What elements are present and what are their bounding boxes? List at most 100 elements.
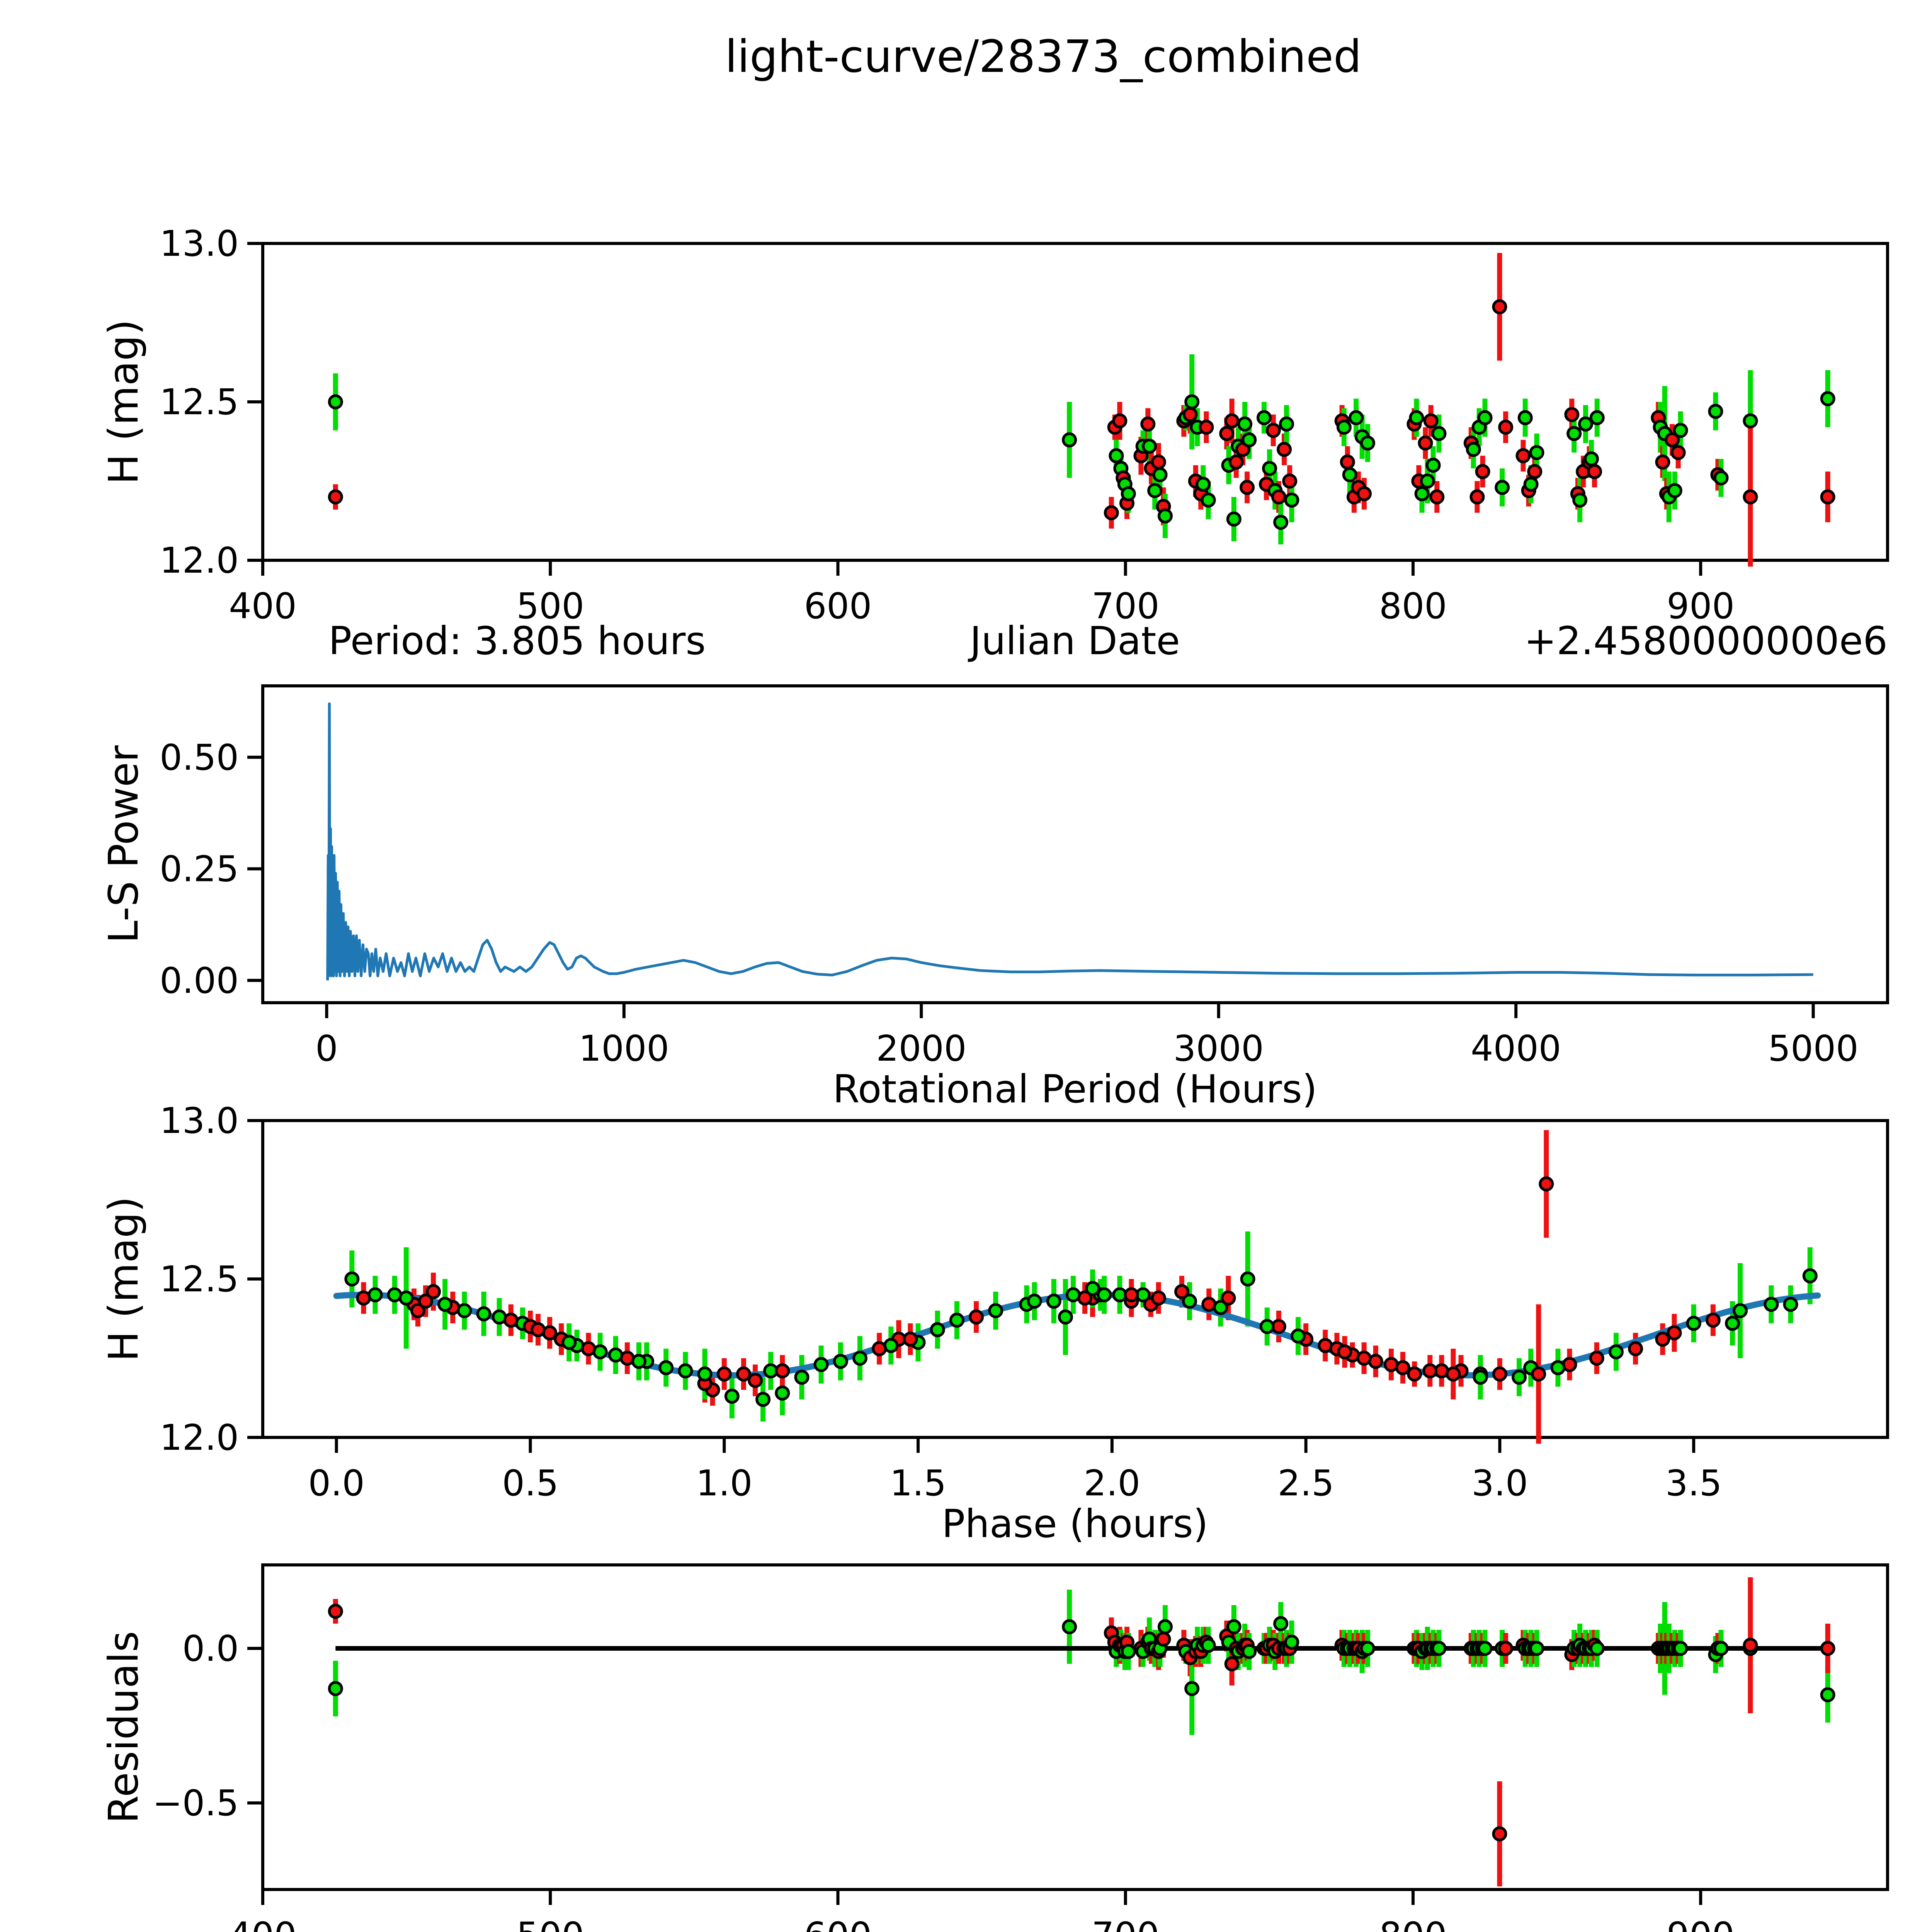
periodogram-y-tick-label: 0.50	[160, 737, 239, 778]
lightcurve-data-point-red	[1429, 489, 1445, 505]
phase-x-tick-label: 0.0	[308, 1463, 365, 1504]
phase-data-point-green	[1783, 1297, 1798, 1312]
lightcurve-data-point-red	[1265, 423, 1281, 438]
lightcurve-data-point-green	[1349, 410, 1364, 425]
residuals-data-point-green	[1360, 1641, 1375, 1656]
phase-data-point-red	[1422, 1363, 1438, 1379]
phase-data-point-red	[775, 1363, 790, 1379]
residuals-data-point-green	[1589, 1641, 1605, 1656]
phase-data-point-green	[678, 1363, 693, 1379]
phase-data-point-green	[1764, 1297, 1779, 1312]
phase-data-point-green	[367, 1287, 383, 1303]
phase-x-tick-label: 3.0	[1471, 1463, 1528, 1504]
residuals-data-point-red	[1492, 1826, 1507, 1842]
lightcurve-data-point-green	[1583, 451, 1599, 467]
lightcurve-data-point-green	[1342, 467, 1357, 483]
phase-data-point-red	[1446, 1366, 1461, 1382]
lightcurve-data-point-green	[1743, 413, 1758, 429]
residuals-data-point-green	[328, 1681, 343, 1696]
residuals-data-point-green	[1673, 1641, 1688, 1656]
lightcurve-data-point-green	[1495, 480, 1510, 495]
lightcurve-y-tick-label: 12.0	[160, 540, 239, 581]
lightcurve-data-point-red	[1743, 489, 1758, 505]
lightcurve-data-point-green	[1109, 448, 1124, 463]
phase-data-point-red	[1221, 1290, 1236, 1306]
phase-data-point-green	[794, 1369, 810, 1385]
lightcurve-data-point-green	[1226, 511, 1242, 527]
phase-x-axis-label: Phase (hours)	[942, 1501, 1208, 1546]
residuals-data-point-red	[328, 1604, 343, 1619]
lightcurve-x-tick-label: 900	[1667, 585, 1735, 627]
phase-data-point-red	[410, 1303, 425, 1318]
phase-data-point-red	[418, 1293, 434, 1309]
lightcurve-data-point-green	[1336, 420, 1352, 435]
lightcurve-data-point-red	[1423, 413, 1439, 429]
periodogram-line	[326, 702, 1813, 981]
phase-data-point-green	[398, 1290, 414, 1306]
phase-data-point-green	[1608, 1344, 1624, 1360]
phase-data-point-green	[457, 1303, 472, 1318]
lightcurve-x-tick-label: 800	[1379, 585, 1447, 627]
lightcurve-data-point-green	[1820, 391, 1835, 406]
residuals-data-point-green	[1273, 1616, 1289, 1631]
lightcurve-data-point-red	[1670, 445, 1686, 460]
lightcurve-data-point-green	[1273, 515, 1289, 530]
phase-data-point-green	[1259, 1319, 1275, 1334]
phase-data-point-red	[736, 1366, 751, 1382]
residuals-x-tick-label: 400	[229, 1915, 297, 1932]
periodogram-y-axis-label: L-S Power	[100, 745, 147, 944]
residuals-data-point-red	[1743, 1638, 1758, 1653]
phase-data-point-red	[503, 1313, 519, 1328]
residuals-x-tick-label: 600	[804, 1915, 872, 1932]
lightcurve-data-point-green	[1414, 486, 1430, 502]
phase-data-point-green	[1097, 1287, 1112, 1303]
lightcurve-data-point-red	[1219, 426, 1235, 441]
phase-data-point-red	[581, 1341, 596, 1356]
panel-lightcurve: 400 500 600 700 800 900 12.0 12.5 13.0	[160, 223, 1889, 627]
phase-data-point-green	[1182, 1293, 1197, 1309]
lightcurve-data-point-red	[1271, 489, 1286, 505]
lightcurve-data-point-green	[1279, 416, 1294, 432]
phase-data-point-red	[969, 1309, 984, 1325]
lightcurve-data-point-red	[1587, 464, 1602, 479]
phase-data-point-green	[1240, 1271, 1255, 1287]
lightcurve-data-point-green	[1201, 492, 1216, 508]
phase-data-point-green	[1046, 1293, 1061, 1309]
residuals-data-point-green	[1820, 1687, 1835, 1702]
residuals-data-point-green	[1284, 1634, 1299, 1650]
phase-x-tick-label: 3.5	[1665, 1463, 1722, 1504]
phase-data-point-red	[1151, 1290, 1166, 1306]
lightcurve-data-point-green	[1578, 416, 1594, 432]
lightcurve-data-point-green	[1237, 416, 1253, 432]
phase-data-point-green	[775, 1385, 790, 1401]
phase-error-bars	[349, 1130, 1813, 1444]
lightcurve-data-point-red	[1182, 407, 1198, 422]
periodogram-y-tick-label: 0.25	[160, 849, 239, 890]
lightcurve-data-point-red	[1418, 435, 1433, 451]
lightcurve-data-point-red	[1820, 489, 1835, 505]
residuals-data-point-green	[1713, 1641, 1729, 1656]
phase-data-point-green	[1058, 1309, 1073, 1325]
lightcurve-data-point-red	[1140, 416, 1156, 432]
lightcurve-data-point-red	[1527, 464, 1543, 479]
lightcurve-data-point-green	[1256, 410, 1272, 425]
periodogram-y-tick-label: 0.00	[160, 960, 239, 1001]
phase-points	[344, 1176, 1818, 1407]
residuals-data-point-red	[1498, 1641, 1514, 1656]
phase-data-point-green	[1512, 1369, 1527, 1385]
residuals-data-point-green	[1529, 1641, 1544, 1656]
periodogram-x-tick-label: 1000	[579, 1028, 669, 1069]
lightcurve-x-axis-label: Julian Date	[970, 618, 1180, 663]
phase-data-point-red	[872, 1341, 887, 1356]
phase-data-point-green	[724, 1388, 740, 1404]
lightcurve-data-point-red	[1340, 454, 1355, 470]
lightcurve-x-tick-label: 700	[1092, 585, 1160, 627]
phase-data-point-red	[1655, 1332, 1670, 1347]
phase-x-tick-label: 1.5	[890, 1463, 946, 1504]
lightcurve-data-point-green	[1529, 445, 1544, 460]
phase-data-point-green	[437, 1297, 453, 1312]
lightcurve-x-offset-text: +2.4580000000e6	[1524, 618, 1888, 663]
phase-data-point-red	[1356, 1350, 1372, 1366]
lightcurve-data-point-red	[1498, 420, 1514, 435]
